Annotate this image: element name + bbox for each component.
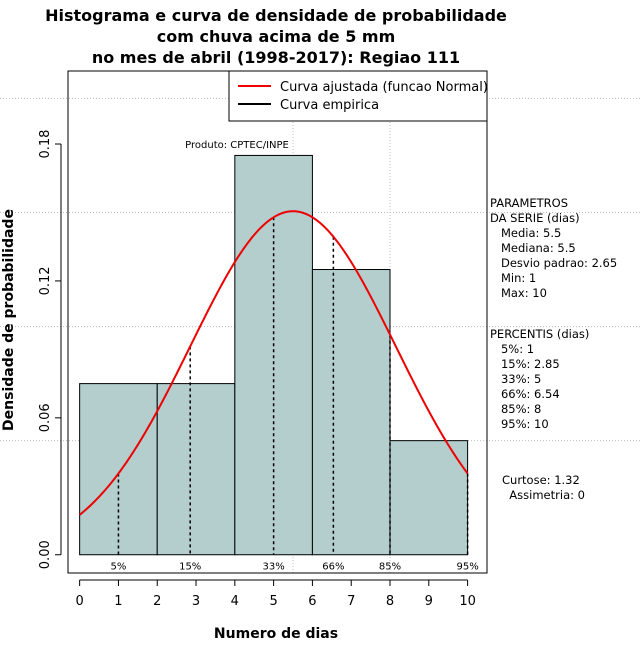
params-line: DA SERIE (dias) xyxy=(490,211,580,225)
x-tick-label: 0 xyxy=(75,594,83,609)
x-axis: 0 1 2 3 4 5 6 7 8 9 10 xyxy=(75,579,476,609)
params-line: Min: 1 xyxy=(490,271,536,285)
histogram-bar xyxy=(156,383,236,556)
x-tick-label: 7 xyxy=(347,594,355,609)
legend: Curva ajustada (funcao Normal) Curva emp… xyxy=(228,70,488,122)
percentis-line: 95%: 10 xyxy=(490,417,549,431)
histogram-bars xyxy=(79,154,469,556)
product-annotation: Produto: CPTEC/INPE xyxy=(185,140,289,151)
x-tick-label: 5 xyxy=(269,594,277,609)
title-line-3: no mes de abril (1998-2017): Regiao 111 xyxy=(92,48,460,67)
x-tick-label: 3 xyxy=(192,594,200,609)
params-line: Media: 5.5 xyxy=(490,226,561,240)
params-line: PARAMETROS xyxy=(490,196,568,210)
y-tick-label: 0.18 xyxy=(38,130,53,159)
percentis-line: 5%: 1 xyxy=(490,342,534,356)
y-tick-label: 0.12 xyxy=(38,266,53,295)
percentis-line: 15%: 2.85 xyxy=(490,357,560,371)
fitted-curve xyxy=(79,210,469,516)
x-axis-title: Numero de dias xyxy=(214,626,338,642)
percentile-label: 5% xyxy=(110,562,126,573)
histogram-bar xyxy=(311,269,391,556)
legend-box xyxy=(228,70,488,122)
y-tick-label: 0.06 xyxy=(38,403,53,432)
histogram-bar xyxy=(79,383,158,556)
x-tick-label: 2 xyxy=(153,594,161,609)
legend-fitted-label: Curva ajustada (funcao Normal) xyxy=(280,80,488,95)
histogram-bar xyxy=(234,154,313,556)
params-line: Mediana: 5.5 xyxy=(490,241,576,255)
title-line-1: Histograma e curva de densidade de proba… xyxy=(45,6,507,25)
legend-empirical-label: Curva empirica xyxy=(280,98,379,113)
title-line-2: com chuva acima de 5 mm xyxy=(157,27,396,46)
shape-line: Assimetria: 0 xyxy=(502,488,585,502)
percentis-line: 33%: 5 xyxy=(490,372,541,386)
histogram-bar xyxy=(389,440,469,556)
x-tick-label: 10 xyxy=(459,594,476,609)
x-tick-label: 6 xyxy=(308,594,316,609)
percentile-label: 33% xyxy=(263,562,285,573)
percentile-label: 66% xyxy=(322,562,344,573)
x-tick-label: 9 xyxy=(425,594,433,609)
fitted-normal-curve xyxy=(79,210,469,516)
y-axis: 0.00 0.06 0.12 0.18 xyxy=(38,130,62,569)
percentile-label: 95% xyxy=(456,562,478,573)
percentile-label: 15% xyxy=(179,562,201,573)
percentis-line: 85%: 8 xyxy=(490,402,541,416)
percentis-line: 66%: 6.54 xyxy=(490,387,560,401)
y-axis-title: Densidade de probabilidade xyxy=(1,209,17,431)
params-line: Desvio padrao: 2.65 xyxy=(490,256,617,270)
x-tick-label: 1 xyxy=(114,594,122,609)
percentile-lines: 5% 15% 33% 66% 85% 95% xyxy=(110,217,479,573)
x-tick-label: 8 xyxy=(386,594,394,609)
percentile-label: 85% xyxy=(379,562,401,573)
shape-line: Curtose: 1.32 xyxy=(502,473,580,487)
params-line: Max: 10 xyxy=(490,286,547,300)
x-tick-label: 4 xyxy=(231,594,239,609)
chart-title: Histograma e curva de densidade de proba… xyxy=(45,6,507,67)
percentis-line: PERCENTIS (dias) xyxy=(490,327,589,341)
y-tick-label: 0.00 xyxy=(38,540,53,569)
